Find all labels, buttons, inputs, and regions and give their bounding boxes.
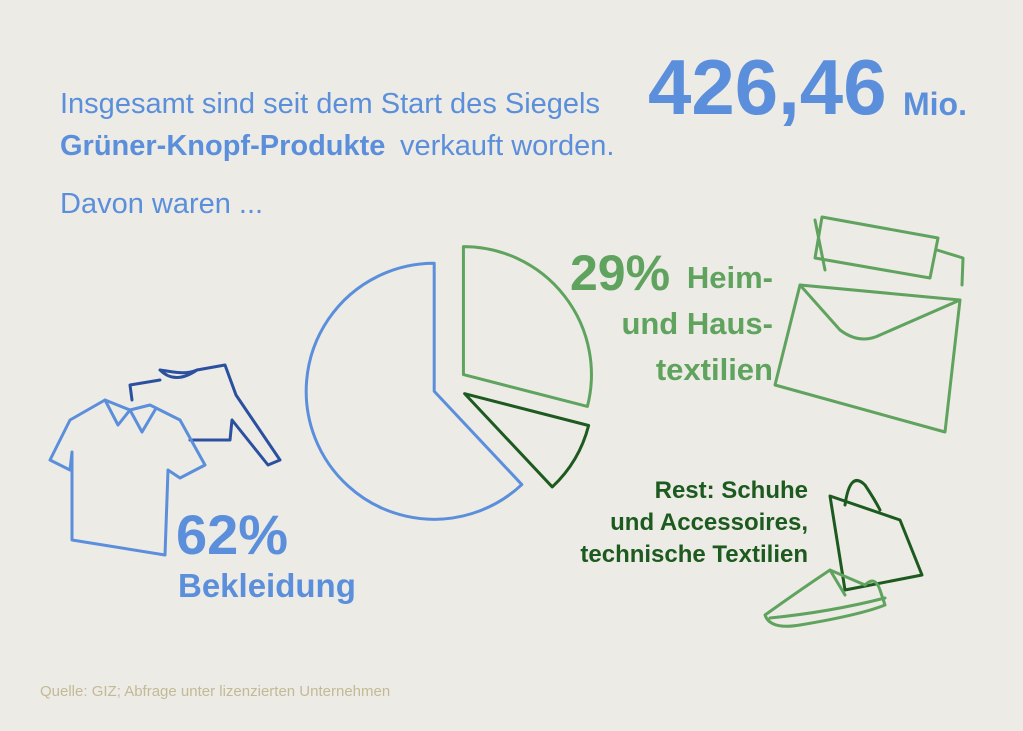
- subtitle: Davon waren ...: [60, 188, 264, 220]
- icons: [48, 215, 965, 628]
- title-outro: verkauft worden.: [400, 130, 615, 162]
- category-label: Rest: Schuhe und Accessoires, technische…: [580, 477, 808, 568]
- bedding-icon: [773, 215, 965, 434]
- pie-slice: [461, 245, 593, 408]
- title-unit: Mio.: [903, 86, 967, 122]
- shoe-icon: [763, 568, 887, 628]
- value-label: 29%: [570, 245, 671, 301]
- source: Quelle: GIZ; Abfrage unter lizenzierten …: [40, 683, 391, 700]
- sweater-icon: [128, 363, 282, 467]
- title-intro: Insgesamt sind seit dem Start des Siegel…: [60, 88, 600, 120]
- title-highlight: Grüner-Knopf-Produkte: [60, 130, 386, 162]
- shirt-icon: [48, 398, 207, 557]
- title-figure: 426,46: [648, 43, 887, 131]
- pie-slice: [304, 261, 524, 521]
- bag-icon: [828, 479, 924, 592]
- value-label: 62%: [176, 503, 289, 566]
- pie-slice: [463, 392, 591, 489]
- category-label: Bekleidung: [178, 567, 356, 604]
- category-label: Heim- und Haus- textilien: [621, 260, 773, 387]
